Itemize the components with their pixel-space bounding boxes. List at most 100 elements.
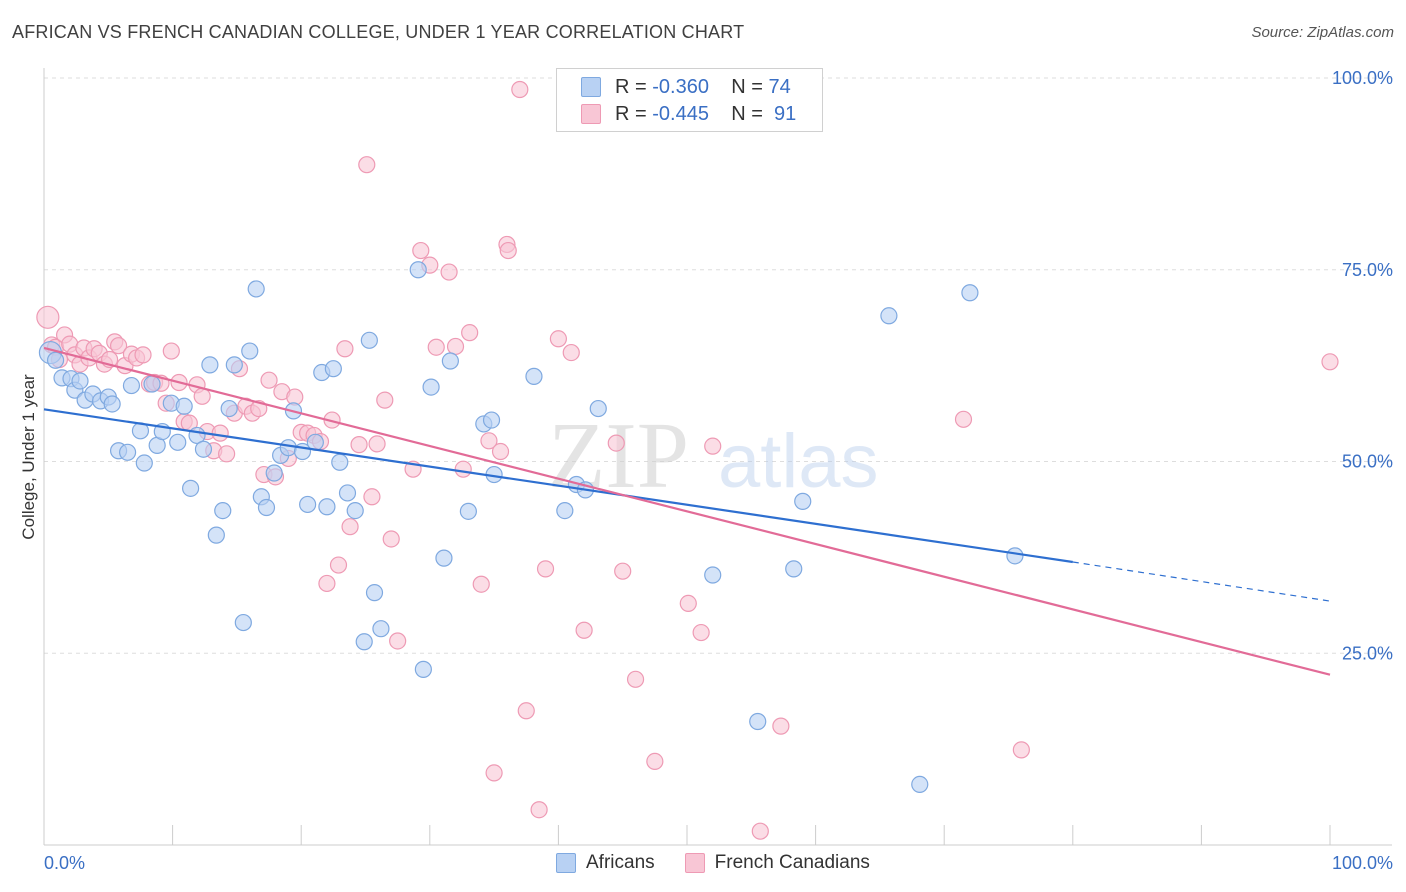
point-africans <box>175 397 193 415</box>
point-french-canadians <box>368 435 386 453</box>
y-tick-label: 100.0% <box>1332 68 1393 88</box>
point-french-canadians <box>211 424 229 442</box>
x-tick-label: 100.0% <box>1332 853 1393 873</box>
point-french-canadians <box>607 434 625 452</box>
point-africans <box>355 633 373 651</box>
point-french-canadians <box>350 436 368 454</box>
point-french-canadians <box>472 575 490 593</box>
point-french-canadians <box>318 574 336 593</box>
point-french-canadians <box>772 717 790 735</box>
point-french-canadians <box>517 702 535 720</box>
point-africans <box>143 375 161 393</box>
point-french-canadians <box>260 371 278 389</box>
x-tick-label: 0.0% <box>44 853 85 873</box>
point-french-canadians <box>562 343 580 362</box>
point-africans <box>207 526 225 544</box>
point-africans <box>961 284 979 302</box>
point-french-canadians <box>363 488 381 506</box>
legend-swatch-french-canadians <box>581 104 601 124</box>
point-africans <box>331 453 349 471</box>
point-africans <box>169 433 187 451</box>
point-africans <box>265 464 283 482</box>
point-africans <box>589 399 607 418</box>
point-africans <box>299 495 317 514</box>
series-swatch-french-canadians <box>684 853 705 873</box>
chart-source: Source: ZipAtlas.com <box>1251 24 1394 41</box>
points-africans <box>38 261 1024 794</box>
series-legend-french-canadians[interactable]: French Canadians <box>684 852 870 874</box>
point-africans <box>1006 547 1024 565</box>
point-africans <box>441 352 459 370</box>
point-africans <box>234 613 252 632</box>
legend-swatch-africans <box>581 77 601 97</box>
point-africans <box>71 372 89 390</box>
point-africans <box>459 502 477 520</box>
point-french-canadians <box>679 594 697 612</box>
point-french-canadians <box>575 621 593 639</box>
watermark-zip: ZIP <box>548 404 689 508</box>
point-africans <box>338 484 357 502</box>
point-french-canadians <box>614 562 632 580</box>
point-french-canadians <box>446 337 465 356</box>
point-africans <box>365 584 384 602</box>
point-africans <box>201 356 219 374</box>
point-africans <box>247 280 265 298</box>
point-africans <box>911 775 929 794</box>
legend-row-africans: R = -0.360 N = 74 <box>581 74 791 100</box>
point-africans <box>220 399 238 418</box>
y-tick-label: 75.0% <box>1342 260 1393 280</box>
legend-n-label: N = <box>731 102 763 125</box>
point-french-canadians <box>491 442 510 461</box>
series-legend: Africans French Canadians <box>556 852 900 874</box>
point-africans <box>118 443 137 461</box>
point-africans <box>214 501 232 520</box>
point-french-canadians <box>376 391 394 409</box>
point-french-canadians <box>134 346 152 364</box>
point-french-canadians <box>36 305 60 329</box>
point-africans <box>122 376 141 395</box>
point-africans <box>46 351 65 369</box>
stats-legend: R = -0.360 N = 74 R = -0.445 N = 91 <box>556 68 823 132</box>
legend-r-label: R = <box>615 102 647 125</box>
trend-line-french-canadians <box>43 346 1331 676</box>
point-french-canadians <box>1321 353 1339 371</box>
point-africans <box>257 498 276 517</box>
point-french-canadians <box>480 432 498 450</box>
point-french-canadians <box>536 560 555 578</box>
point-french-canadians <box>626 670 645 688</box>
y-tick-label: 25.0% <box>1342 643 1393 663</box>
point-africans <box>346 501 364 520</box>
point-africans <box>422 378 440 396</box>
grid-lines <box>44 77 1392 654</box>
trend-line-africans <box>43 408 1073 564</box>
point-africans <box>749 712 767 731</box>
series-swatch-africans <box>556 853 576 873</box>
point-french-canadians <box>485 764 503 782</box>
point-french-canadians <box>499 241 517 260</box>
point-africans <box>182 479 200 497</box>
point-french-canadians <box>412 241 430 260</box>
point-french-canadians <box>427 338 445 356</box>
point-french-canadians <box>336 340 354 358</box>
point-africans <box>556 501 574 520</box>
point-africans <box>225 356 243 374</box>
point-french-canadians <box>511 80 529 99</box>
trend-lines <box>43 346 1331 676</box>
y-axis-label: College, Under 1 year <box>19 374 38 540</box>
point-africans <box>704 566 722 584</box>
point-africans <box>785 560 803 578</box>
point-french-canadians <box>646 752 664 770</box>
trend-line-africans-extension <box>1072 561 1331 602</box>
chart-title: AFRICAN VS FRENCH CANADIAN COLLEGE, UNDE… <box>12 22 745 42</box>
points-french-canadians <box>36 80 1339 840</box>
series-label-french-canadians: French Canadians <box>714 852 870 873</box>
point-french-canadians <box>389 632 407 650</box>
point-africans <box>241 342 259 360</box>
point-africans <box>324 360 342 378</box>
legend-r-value-french-canadians: -0.445 <box>652 102 709 125</box>
series-legend-africans[interactable]: Africans <box>556 852 655 874</box>
point-africans <box>135 454 153 472</box>
point-french-canadians <box>358 156 376 174</box>
point-french-canadians <box>440 263 458 281</box>
